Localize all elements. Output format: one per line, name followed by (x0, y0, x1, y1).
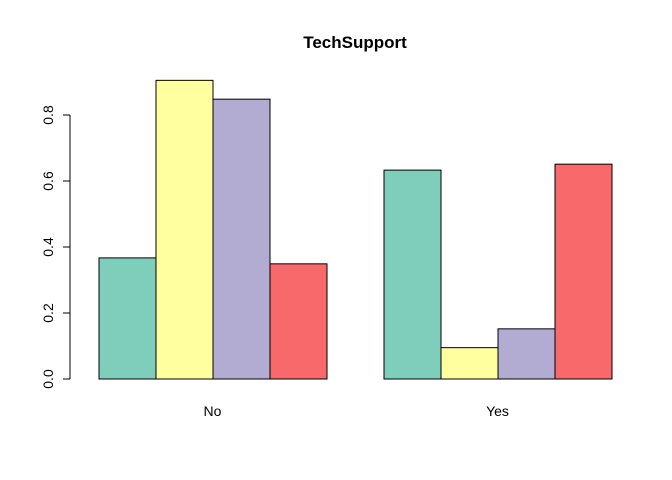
bar-yes-3 (497, 328, 556, 380)
y-tick-label: 0.4 (40, 237, 56, 257)
bar-no-2 (155, 79, 214, 380)
x-category-label-no: No (204, 403, 222, 419)
bar-yes-1 (383, 169, 442, 380)
bar-no-1 (98, 257, 157, 380)
x-category-label-yes: Yes (486, 403, 509, 419)
bar-no-4 (269, 263, 328, 380)
y-tick-label: 0.0 (40, 369, 56, 389)
y-tick-label: 0.8 (40, 105, 56, 125)
bar-no-3 (212, 98, 271, 380)
x-axis-labels: No Yes (204, 403, 509, 419)
bar-yes-4 (554, 163, 613, 380)
bars-group (98, 79, 613, 380)
chart-title: TechSupport (303, 33, 407, 52)
bar-yes-2 (440, 347, 499, 380)
y-tick-label: 0.6 (40, 171, 56, 191)
y-tick-label: 0.2 (40, 303, 56, 323)
y-axis: 0.0 0.2 0.4 0.6 0.8 (40, 105, 71, 389)
